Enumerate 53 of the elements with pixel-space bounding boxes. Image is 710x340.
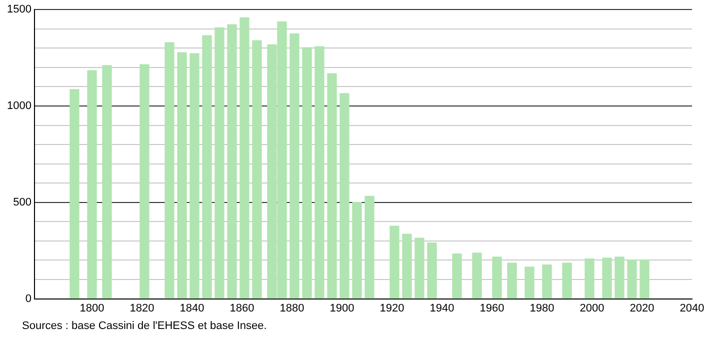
x-tick-label: 2000: [580, 302, 604, 314]
bar: [327, 73, 337, 299]
bar: [427, 242, 437, 299]
x-tick-label: 1820: [130, 302, 154, 314]
bar: [414, 238, 424, 299]
bar: [584, 258, 594, 299]
bar: [614, 256, 624, 299]
source-note: Sources : base Cassini de l'EHESS et base Insee.: [22, 320, 267, 332]
x-tick-label: 1800: [80, 302, 104, 314]
bar: [352, 202, 362, 299]
x-tick-label: 1940: [430, 302, 454, 314]
bar: [290, 33, 300, 299]
bar: [402, 234, 412, 299]
bar: [227, 24, 237, 299]
bar: [302, 47, 312, 299]
x-tick-label: 1960: [480, 302, 504, 314]
bar: [507, 262, 517, 299]
bar: [390, 226, 400, 299]
bar: [214, 27, 224, 299]
x-tick-label: 1900: [330, 302, 354, 314]
y-tick-label: 1000: [6, 100, 32, 112]
x-tick-label: 1840: [180, 302, 204, 314]
bar: [472, 252, 482, 299]
bar: [102, 65, 112, 299]
bar: [202, 35, 212, 299]
x-tick-label: 1860: [230, 302, 254, 314]
y-tick-label: 1500: [6, 4, 32, 16]
y-tick-label: 0: [25, 292, 32, 305]
bar: [492, 256, 502, 299]
x-tick-label: 1920: [380, 302, 404, 314]
x-tick-label: 1880: [280, 302, 304, 314]
bar: [314, 46, 324, 299]
bar: [177, 52, 187, 299]
bar: [627, 260, 637, 299]
bar: [252, 40, 262, 299]
bar: [87, 70, 97, 299]
bar: [452, 254, 462, 299]
x-tick-label: 2040: [680, 302, 704, 314]
bar: [364, 196, 374, 299]
bar: [240, 17, 250, 299]
bar: [340, 93, 350, 299]
bar: [542, 264, 552, 299]
bar: [70, 89, 80, 299]
bar: [524, 266, 534, 299]
bar: [562, 262, 572, 299]
bar: [164, 42, 174, 299]
bar: [602, 258, 612, 299]
x-tick-label: 1980: [530, 302, 554, 314]
bar: [190, 53, 200, 299]
bar: [640, 260, 650, 299]
bar: [140, 64, 150, 299]
y-tick-label: 500: [13, 196, 32, 208]
x-tick-label: 2020: [630, 302, 654, 314]
